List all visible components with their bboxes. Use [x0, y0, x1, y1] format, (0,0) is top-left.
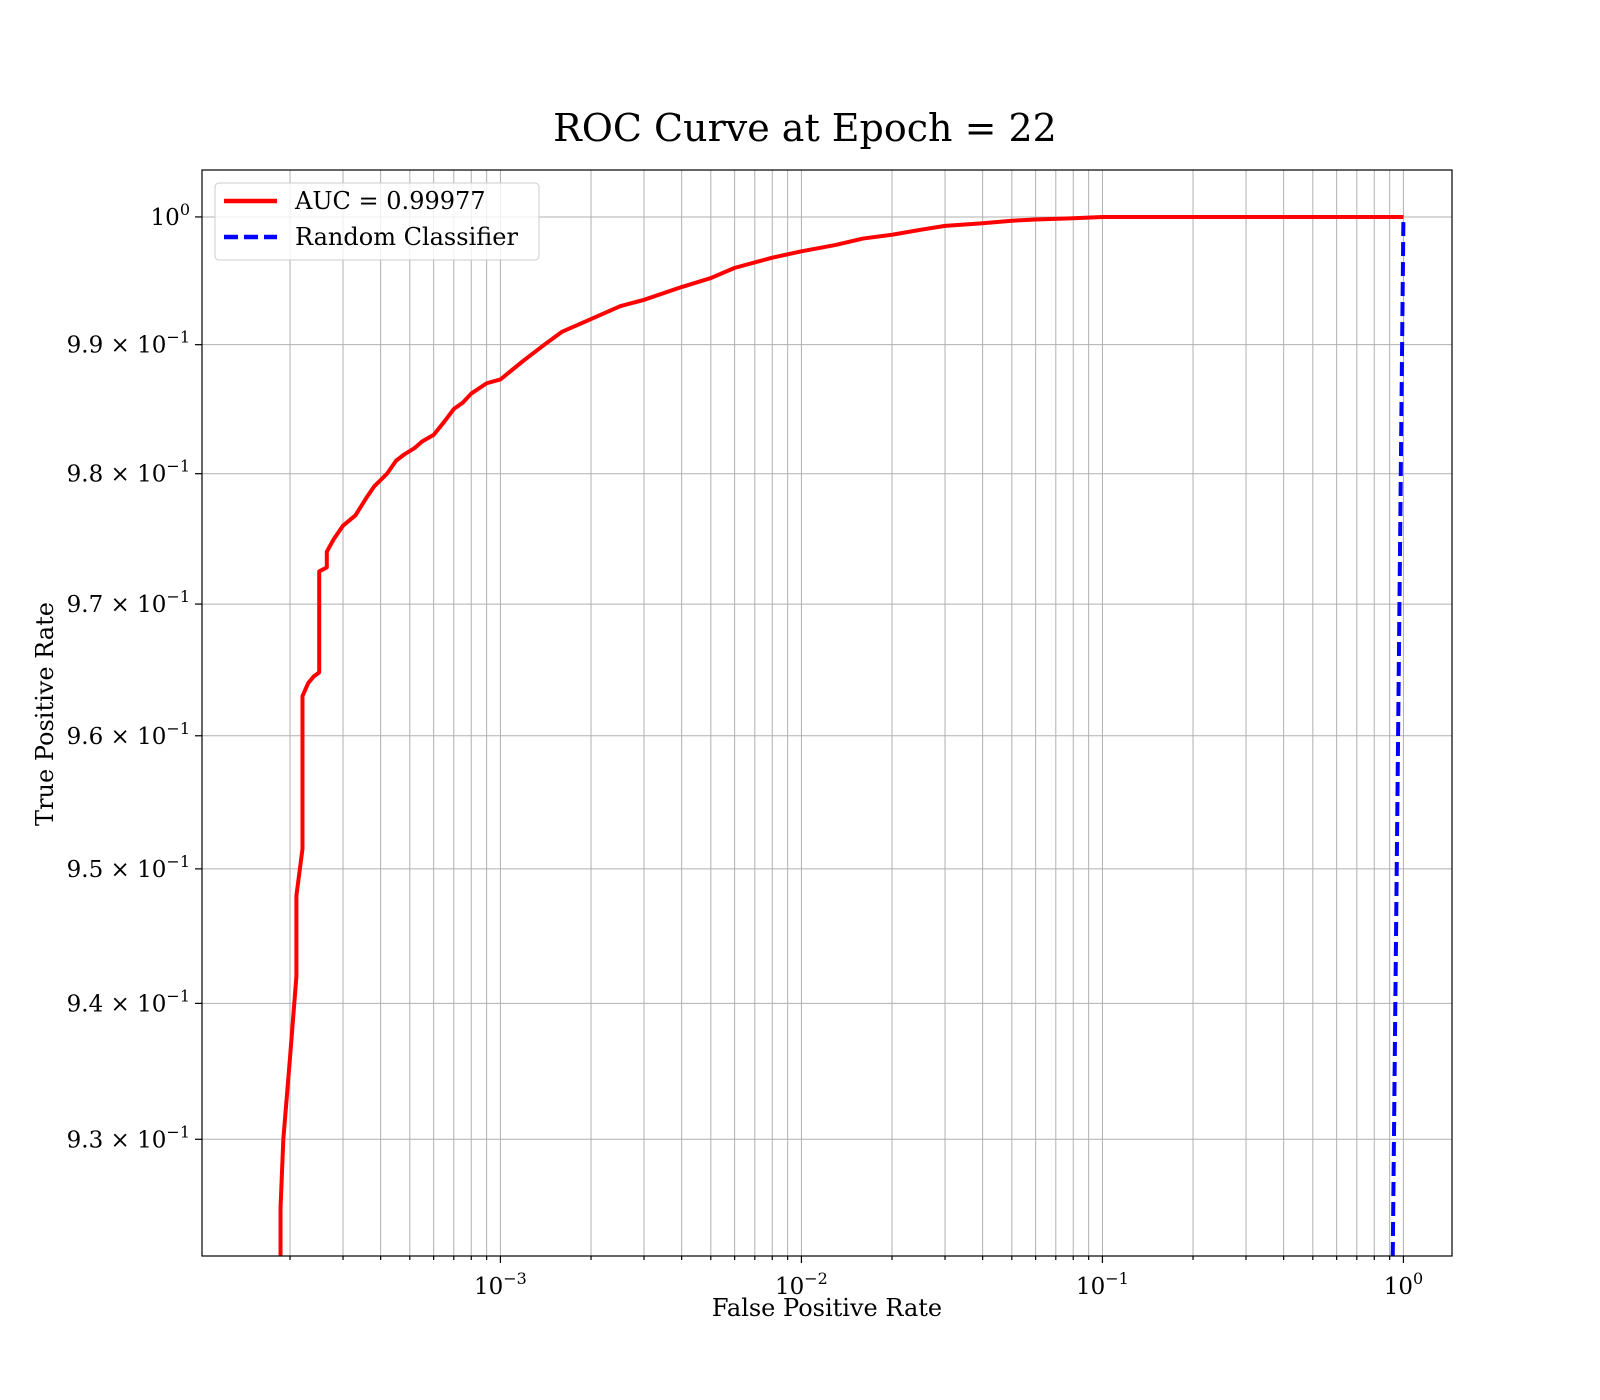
y-tick-label: 9.7 × 10−1 [67, 587, 190, 618]
x-tick-label: 10−2 [775, 1269, 828, 1300]
x-tick-label: 10−3 [474, 1269, 527, 1300]
series-layer [278, 214, 1406, 1257]
legend-label-auc: AUC = 0.99977 [294, 187, 486, 215]
y-tick-label: 9.6 × 10−1 [67, 719, 190, 750]
y-tick-label: 9.9 × 10−1 [67, 328, 190, 359]
legend-label-random-classifier: Random Classifier [295, 223, 518, 251]
y-tick-label: 9.5 × 10−1 [67, 852, 190, 883]
grid [202, 170, 1452, 1256]
legend-frame [214, 182, 540, 261]
plot-area [202, 170, 1452, 1256]
random-classifier-line [1390, 216, 1406, 1257]
axes-frame [201, 169, 1453, 1257]
x-tick-label: 10−1 [1076, 1269, 1129, 1300]
y-tick-label: 9.8 × 10−1 [67, 457, 190, 488]
y-tick-label: 100 [151, 200, 190, 231]
x-tick-labels: 10−3 10−2 10−1 100 [474, 1269, 1423, 1300]
roc-curve-line [278, 214, 1404, 1256]
legend: AUC = 0.99977 Random Classifier [214, 182, 540, 261]
ticks [195, 216, 1405, 1263]
y-axis-label: True Positive Rate [31, 602, 59, 826]
y-tick-label: 9.4 × 10−1 [67, 986, 190, 1017]
x-tick-label: 100 [1384, 1269, 1423, 1300]
y-tick-labels: 100 9.9 × 10−1 9.8 × 10−1 9.7 × 10−1 9.6 × 1… [67, 200, 190, 1153]
chart-title: ROC Curve at Epoch = 22 [553, 106, 1057, 150]
y-tick-label: 9.3 × 10−1 [67, 1122, 190, 1153]
x-axis-label: False Positive Rate [712, 1294, 942, 1322]
